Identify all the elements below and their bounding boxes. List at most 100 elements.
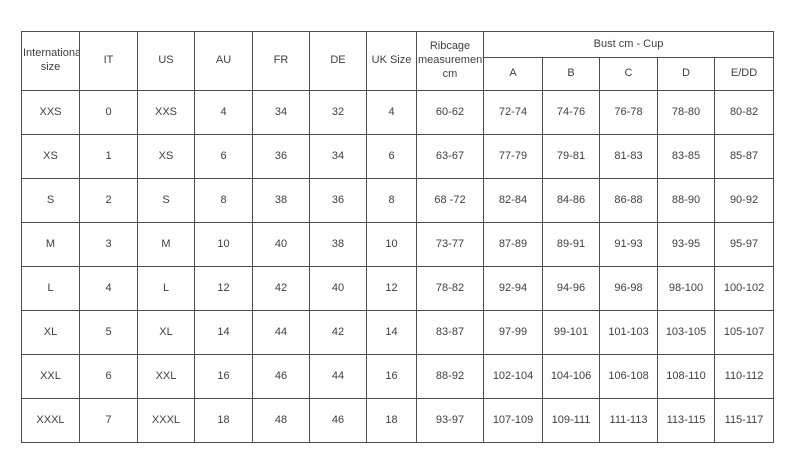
cell-uk-size: 4	[366, 90, 417, 135]
cell-cup-b: 94-96	[542, 266, 600, 311]
cell-uk-size: 18	[366, 398, 417, 443]
cell-ribcage: 73-77	[416, 222, 484, 267]
cell-fr: 44	[252, 310, 310, 355]
cell-au: 14	[194, 310, 253, 355]
cell-au: 8	[194, 178, 253, 223]
cell-cup-d: 108-110	[657, 354, 715, 399]
cell-de: 34	[309, 134, 367, 179]
cell-cup-b: 89-91	[542, 222, 600, 267]
cell-au: 6	[194, 134, 253, 179]
cell-au: 16	[194, 354, 253, 399]
cell-international-size: S	[21, 178, 80, 223]
column-header-fr: FR	[252, 31, 310, 91]
cell-cup-d: 93-95	[657, 222, 715, 267]
cell-international-size: XXL	[21, 354, 80, 399]
cell-us: M	[137, 222, 195, 267]
table-row: XXL 6 XXL 16 46 44 16 88-92 102-104 104-106 106-10…	[21, 354, 775, 399]
column-header-cup-c: C	[599, 57, 658, 91]
header-row-cups: A B C D E/DD	[22, 57, 775, 91]
cell-us: XS	[137, 134, 195, 179]
cell-de: 40	[309, 266, 367, 311]
cell-cup-a: 77-79	[483, 134, 543, 179]
cell-de: 42	[309, 310, 367, 355]
cell-international-size: XL	[21, 310, 80, 355]
column-header-cup-d: D	[657, 57, 715, 91]
column-header-it: IT	[79, 31, 138, 91]
cell-cup-a: 72-74	[483, 90, 543, 135]
cell-cup-c: 101-103	[599, 310, 658, 355]
cell-cup-d: 78-80	[657, 90, 715, 135]
column-header-cup-b: B	[542, 57, 600, 91]
cell-cup-edd: 100-102	[713, 266, 775, 311]
cell-cup-edd: 115-117	[713, 398, 775, 443]
cell-cup-a: 87-89	[483, 222, 543, 267]
cell-cup-c: 91-93	[599, 222, 658, 267]
table-row: XXXL 7 XXXL 18 48 46 18 93-97 107-109 109-111 111-…	[21, 398, 775, 443]
column-header-international-size: International size	[21, 31, 80, 91]
cell-cup-b: 74-76	[542, 90, 600, 135]
cell-cup-c: 76-78	[599, 90, 658, 135]
cell-it: 0	[79, 90, 138, 135]
cell-cup-edd: 80-82	[713, 90, 775, 135]
table-header: International size IT US AU FR DE UK Siz…	[21, 31, 775, 91]
cell-international-size: XS	[21, 134, 80, 179]
cell-international-size: XXXL	[21, 398, 80, 443]
cell-ribcage: 83-87	[416, 310, 484, 355]
table-row: XL 5 XL 14 44 42 14 83-87 97-99 99-101 101-103 103-…	[21, 310, 775, 355]
cell-fr: 46	[252, 354, 310, 399]
cell-cup-c: 86-88	[599, 178, 658, 223]
cell-it: 5	[79, 310, 138, 355]
cell-us: XXXL	[137, 398, 195, 443]
cell-uk-size: 16	[366, 354, 417, 399]
cell-cup-a: 97-99	[483, 310, 543, 355]
cell-fr: 40	[252, 222, 310, 267]
cell-au: 12	[194, 266, 253, 311]
cell-cup-edd: 90-92	[713, 178, 775, 223]
cell-fr: 34	[252, 90, 310, 135]
cell-uk-size: 12	[366, 266, 417, 311]
cell-cup-c: 96-98	[599, 266, 658, 311]
cell-it: 2	[79, 178, 138, 223]
cell-uk-size: 6	[366, 134, 417, 179]
cell-cup-d: 103-105	[657, 310, 715, 355]
cell-fr: 48	[252, 398, 310, 443]
cell-ribcage: 78-82	[416, 266, 484, 311]
cell-de: 32	[309, 90, 367, 135]
cell-it: 4	[79, 266, 138, 311]
column-header-au: AU	[194, 31, 253, 91]
table-row: S 2 S 8 38 36 8 68 -72 82-84 84-86 86-88 88-90 90-92	[21, 178, 775, 223]
column-header-us: US	[137, 31, 195, 91]
cell-cup-b: 109-111	[542, 398, 600, 443]
column-header-cup-edd: E/DD	[713, 57, 775, 91]
cell-de: 46	[309, 398, 367, 443]
cell-cup-b: 79-81	[542, 134, 600, 179]
cell-us: XL	[137, 310, 195, 355]
cell-cup-c: 81-83	[599, 134, 658, 179]
table-row: XXS 0 XXS 4 34 32 4 60-62 72-74 74-76 76-78 78-80 80…	[21, 90, 775, 135]
cell-it: 1	[79, 134, 138, 179]
cell-cup-a: 92-94	[483, 266, 543, 311]
cell-cup-edd: 95-97	[713, 222, 775, 267]
cell-fr: 42	[252, 266, 310, 311]
column-header-cup-a: A	[483, 57, 543, 91]
cell-us: L	[137, 266, 195, 311]
cell-de: 38	[309, 222, 367, 267]
cell-cup-a: 82-84	[483, 178, 543, 223]
cell-cup-d: 113-115	[657, 398, 715, 443]
header-row-top: International size IT US AU FR DE UK Siz…	[21, 31, 775, 91]
cell-us: S	[137, 178, 195, 223]
cell-au: 10	[194, 222, 253, 267]
cell-cup-d: 98-100	[657, 266, 715, 311]
cell-uk-size: 14	[366, 310, 417, 355]
cell-ribcage: 68 -72	[416, 178, 484, 223]
cell-fr: 38	[252, 178, 310, 223]
cell-ribcage: 60-62	[416, 90, 484, 135]
cell-it: 7	[79, 398, 138, 443]
cell-cup-d: 88-90	[657, 178, 715, 223]
column-group-header-bust-cup: Bust cm - Cup	[482, 31, 775, 58]
cell-cup-b: 84-86	[542, 178, 600, 223]
cell-de: 36	[309, 178, 367, 223]
cell-cup-edd: 105-107	[713, 310, 775, 355]
cell-it: 3	[79, 222, 138, 267]
